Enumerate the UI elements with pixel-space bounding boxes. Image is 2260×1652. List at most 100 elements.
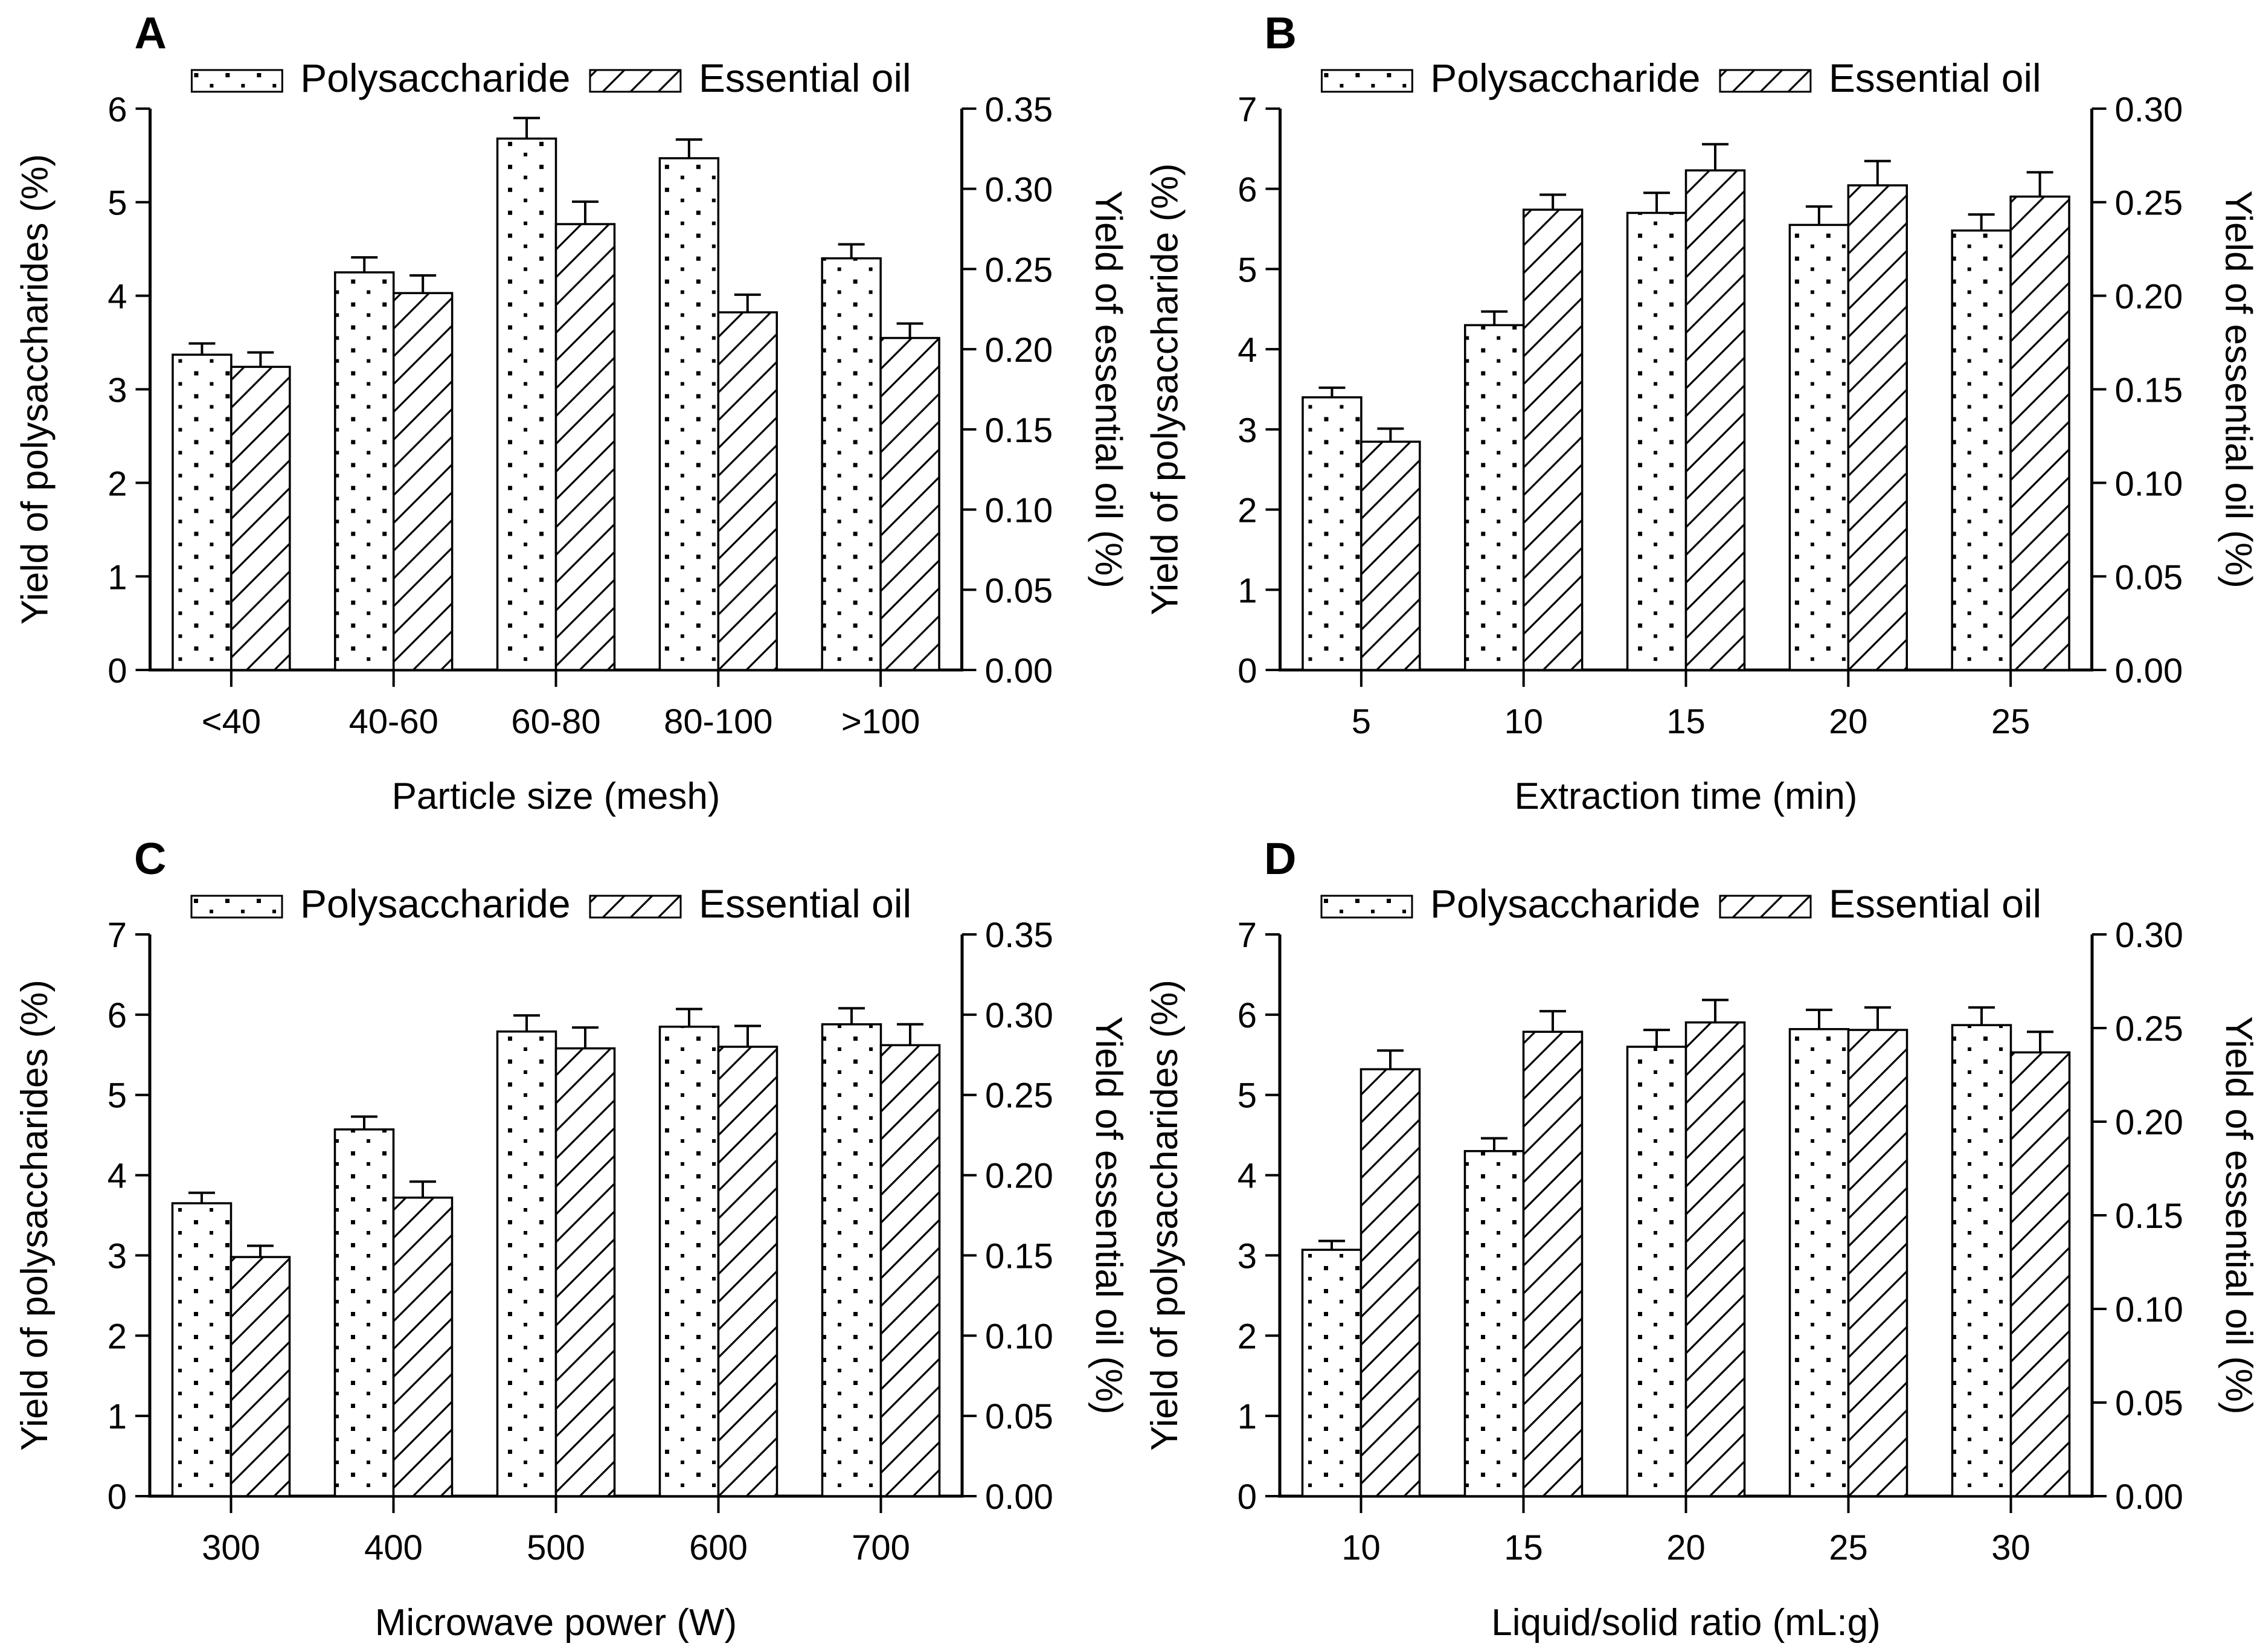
legend: Polysaccharide Essential oil [190, 56, 911, 100]
category-label: 400 [364, 1528, 423, 1567]
y-left-tick-label: 1 [1238, 1397, 1257, 1436]
y-left-tick-label: 5 [1238, 1076, 1257, 1116]
legend-swatch-polysaccharide [190, 69, 283, 93]
bar-polysaccharide [1788, 223, 1850, 671]
legend-swatch-essential-oil [1719, 69, 1812, 93]
bar-essential-oil [879, 1044, 941, 1497]
y-right-tick-label: 0.35 [985, 916, 1053, 955]
y-left-tick-label: 6 [1238, 996, 1257, 1035]
bar-polysaccharide [658, 1026, 720, 1497]
axis-title-x: Extraction time (min) [1515, 776, 1858, 817]
category-label: 10 [1341, 1528, 1381, 1567]
y-right-tick-label: 0.20 [2115, 1103, 2183, 1142]
y-right-tick-label: 0.05 [984, 571, 1053, 610]
y-left-tick-label: 5 [108, 1076, 127, 1116]
bar-essential-oil [1360, 440, 1421, 671]
y-right-tick-label: 0.25 [984, 251, 1053, 289]
legend-swatch-essential-oil [589, 895, 682, 919]
category-label: 60-80 [511, 702, 600, 741]
y-right-tick-label: 0.25 [2114, 184, 2183, 223]
axis-title-right: Yield of essential oil (%) [1088, 1016, 1129, 1414]
bar-polysaccharide [821, 1023, 882, 1497]
bar-polysaccharide [1951, 1024, 2012, 1497]
y-left-tick-label: 4 [108, 1157, 127, 1196]
bar-polysaccharide [1951, 229, 2012, 671]
bar-essential-oil [554, 1047, 616, 1497]
y-left-tick-label: 5 [108, 184, 127, 223]
y-left-tick-label: 4 [1238, 331, 1257, 370]
y-left-tick-label: 0 [1238, 1477, 1257, 1517]
category-label: 20 [1829, 702, 1867, 741]
legend-label-essential-oil: Essential oil [699, 56, 911, 100]
bar-polysaccharide [334, 271, 395, 671]
y-right-tick-label: 0.35 [984, 91, 1053, 129]
y-left-tick-label: 3 [1238, 1236, 1257, 1276]
y-right-tick-label: 0.10 [2114, 464, 2183, 503]
bar-essential-oil [1684, 169, 1746, 671]
legend-swatch-polysaccharide [1320, 69, 1413, 93]
axis-title-x: Microwave power (W) [375, 1602, 737, 1644]
category-label: 25 [1829, 1528, 1868, 1567]
y-left-tick-label: 1 [108, 558, 127, 597]
axis-title-left: Yield of polysaccharides (%) [14, 980, 56, 1451]
y-right-tick-label: 0.20 [984, 331, 1053, 370]
chart-svg-b: B Polysaccharide Essential oil 0 1 2 3 4 5 6 7 0.00… [1144, 8, 2259, 817]
legend-swatch-polysaccharide [190, 895, 283, 919]
y-right-tick-label: 0.00 [2114, 652, 2183, 690]
category-label: 5 [1352, 702, 1371, 741]
legend-swatch-essential-oil [589, 69, 682, 93]
y-right-tick-label: 0.15 [984, 411, 1053, 450]
panel-letter: D [1264, 834, 1296, 884]
bar-essential-oil [717, 1046, 778, 1497]
y-right-tick-label: 0.10 [2115, 1290, 2183, 1329]
legend: Polysaccharide Essential oil [190, 881, 911, 926]
bar-essential-oil [2009, 195, 2070, 671]
y-left-tick-label: 6 [108, 996, 127, 1035]
panel-letter: A [135, 8, 167, 58]
chart-panel-b: B Polysaccharide Essential oil 0 1 2 3 4 5 6 7 0.00… [1130, 0, 2260, 826]
category-label: 600 [689, 1528, 748, 1567]
y-right-tick-label: 0.15 [985, 1236, 1053, 1276]
axis-title-right: Yield of essential oil (%) [1087, 190, 1129, 588]
category-label: >100 [841, 702, 920, 741]
y-right-tick-label: 0.15 [2115, 1197, 2183, 1236]
category-label: 15 [1666, 702, 1705, 741]
bar-polysaccharide [658, 157, 720, 671]
chart-panel-c: C Polysaccharide Essential oil 0 1 2 3 4 5 6 7 0.00… [0, 826, 1130, 1652]
bar-essential-oil [230, 365, 291, 671]
legend-swatch-essential-oil [1719, 895, 1812, 919]
category-label: 25 [1991, 702, 2030, 741]
y-right-tick-label: 0.00 [985, 1477, 1053, 1517]
y-right-tick-label: 0.15 [2114, 371, 2183, 410]
chart-svg-d: D Polysaccharide Essential oil 0 1 2 3 4 5 6 7 0.00… [1144, 834, 2259, 1644]
bar-polysaccharide [172, 353, 233, 671]
y-left-tick-label: 6 [1238, 171, 1257, 210]
category-label: 500 [527, 1528, 585, 1567]
legend-label-essential-oil: Essential oil [699, 881, 911, 926]
category-label: 10 [1504, 702, 1543, 741]
y-left-tick-label: 3 [108, 1236, 127, 1276]
y-left-tick-label: 7 [1238, 91, 1257, 129]
legend: Polysaccharide Essential oil [1320, 56, 2041, 100]
axis-title-left: Yield of polysaccharides (%) [14, 154, 56, 625]
y-left-tick-label: 2 [108, 464, 127, 503]
y-left-tick-label: 7 [108, 916, 127, 955]
y-right-tick-label: 0.05 [985, 1397, 1053, 1436]
y-left-tick-label: 6 [108, 91, 127, 129]
y-right-tick-label: 0.20 [985, 1157, 1053, 1196]
bar-polysaccharide [496, 137, 557, 671]
bar-polysaccharide [1788, 1028, 1850, 1497]
y-left-tick-label: 4 [1238, 1157, 1257, 1196]
legend-label-essential-oil: Essential oil [1829, 881, 2041, 926]
bar-essential-oil [392, 292, 454, 671]
bar-essential-oil [1847, 1029, 1908, 1497]
bar-polysaccharide [171, 1202, 233, 1497]
category-label: 30 [1991, 1528, 2030, 1567]
chart-panel-d: D Polysaccharide Essential oil 0 1 2 3 4 5 6 7 0.00… [1130, 826, 2260, 1652]
bar-essential-oil [392, 1197, 454, 1497]
bar-essential-oil [554, 223, 616, 671]
y-left-tick-label: 3 [1238, 411, 1257, 450]
category-label: 80-100 [664, 702, 772, 741]
bar-polysaccharide [496, 1030, 557, 1497]
